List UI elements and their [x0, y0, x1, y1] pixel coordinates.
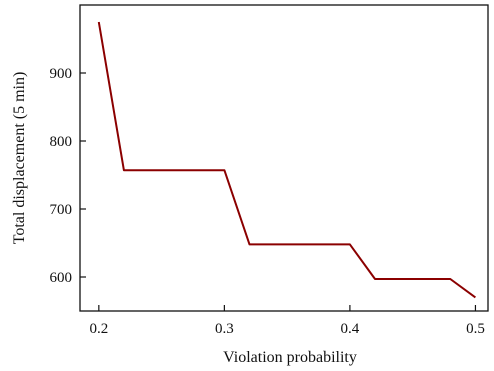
- y-tick-label: 700: [50, 202, 73, 218]
- x-axis-ticks: 0.2 0.3 0.4 0.5: [89, 305, 485, 337]
- x-axis-label: Violation probability: [223, 349, 357, 366]
- x-tick-label: 0.2: [89, 321, 108, 337]
- y-tick-label: 600: [50, 270, 73, 286]
- y-tick-label: 800: [50, 134, 73, 150]
- y-axis-ticks: 600 700 800 900: [50, 66, 86, 286]
- series-line-0: [97, 21, 476, 299]
- y-axis-label: Total displacement (5 min): [11, 72, 28, 245]
- x-tick-label: 0.5: [466, 321, 485, 337]
- x-tick-label: 0.3: [215, 321, 234, 337]
- plot-area: [97, 21, 476, 299]
- y-tick-label: 900: [50, 66, 73, 82]
- x-tick-label: 0.4: [341, 321, 360, 337]
- axes-frame: [79, 4, 489, 312]
